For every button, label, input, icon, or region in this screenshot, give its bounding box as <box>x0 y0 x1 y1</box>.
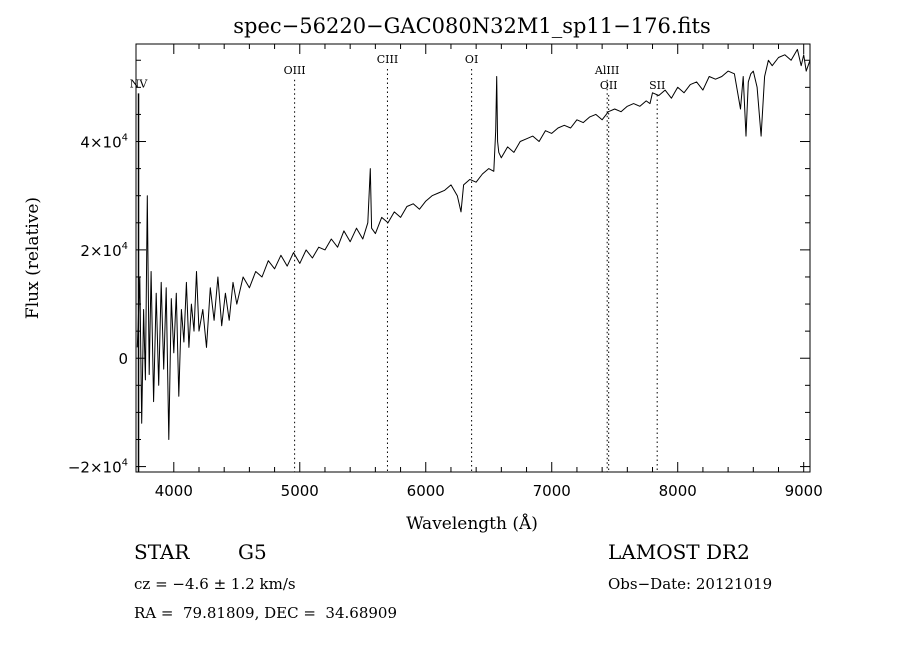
x-tick-label: 9000 <box>785 482 823 500</box>
y-axis-label: Flux (relative) <box>23 197 43 319</box>
survey-name: LAMOST DR2 <box>608 540 750 564</box>
x-tick-label: 6000 <box>407 482 445 500</box>
line-label-oi: OI <box>465 53 478 66</box>
line-label-ciii: CIII <box>377 53 398 66</box>
x-tick-label: 7000 <box>533 482 571 500</box>
sky-coordinates: RA = 79.81809, DEC = 34.68909 <box>134 604 398 622</box>
y-tick-label: 2×104 <box>80 241 128 260</box>
line-label-aliii: AlIII <box>594 64 620 77</box>
line-label-oiii: OIII <box>284 64 306 77</box>
spectral-subclass: G5 <box>238 540 267 564</box>
y-tick-label: −2×104 <box>68 458 128 477</box>
y-tick-label: 4×104 <box>80 133 128 152</box>
line-label-sii: SII <box>649 79 665 92</box>
chart-title: spec−56220−GAC080N32M1_sp11−176.fits <box>233 14 710 38</box>
line-label-oii: OII <box>600 79 618 92</box>
x-axis-label: Wavelength (Å) <box>406 513 538 534</box>
x-tick-label: 4000 <box>155 482 193 500</box>
y-tick-label: 0 <box>118 350 128 368</box>
x-tick-label: 8000 <box>659 482 697 500</box>
redshift-velocity: cz = −4.6 ± 1.2 km/s <box>134 575 296 593</box>
observation-date: Obs−Date: 20121019 <box>608 575 773 593</box>
line-label-nv: NV <box>130 77 149 90</box>
spectrum-line <box>136 48 811 440</box>
object-class: STAR <box>134 540 190 564</box>
x-tick-label: 5000 <box>281 482 319 500</box>
plot-frame <box>135 43 811 473</box>
